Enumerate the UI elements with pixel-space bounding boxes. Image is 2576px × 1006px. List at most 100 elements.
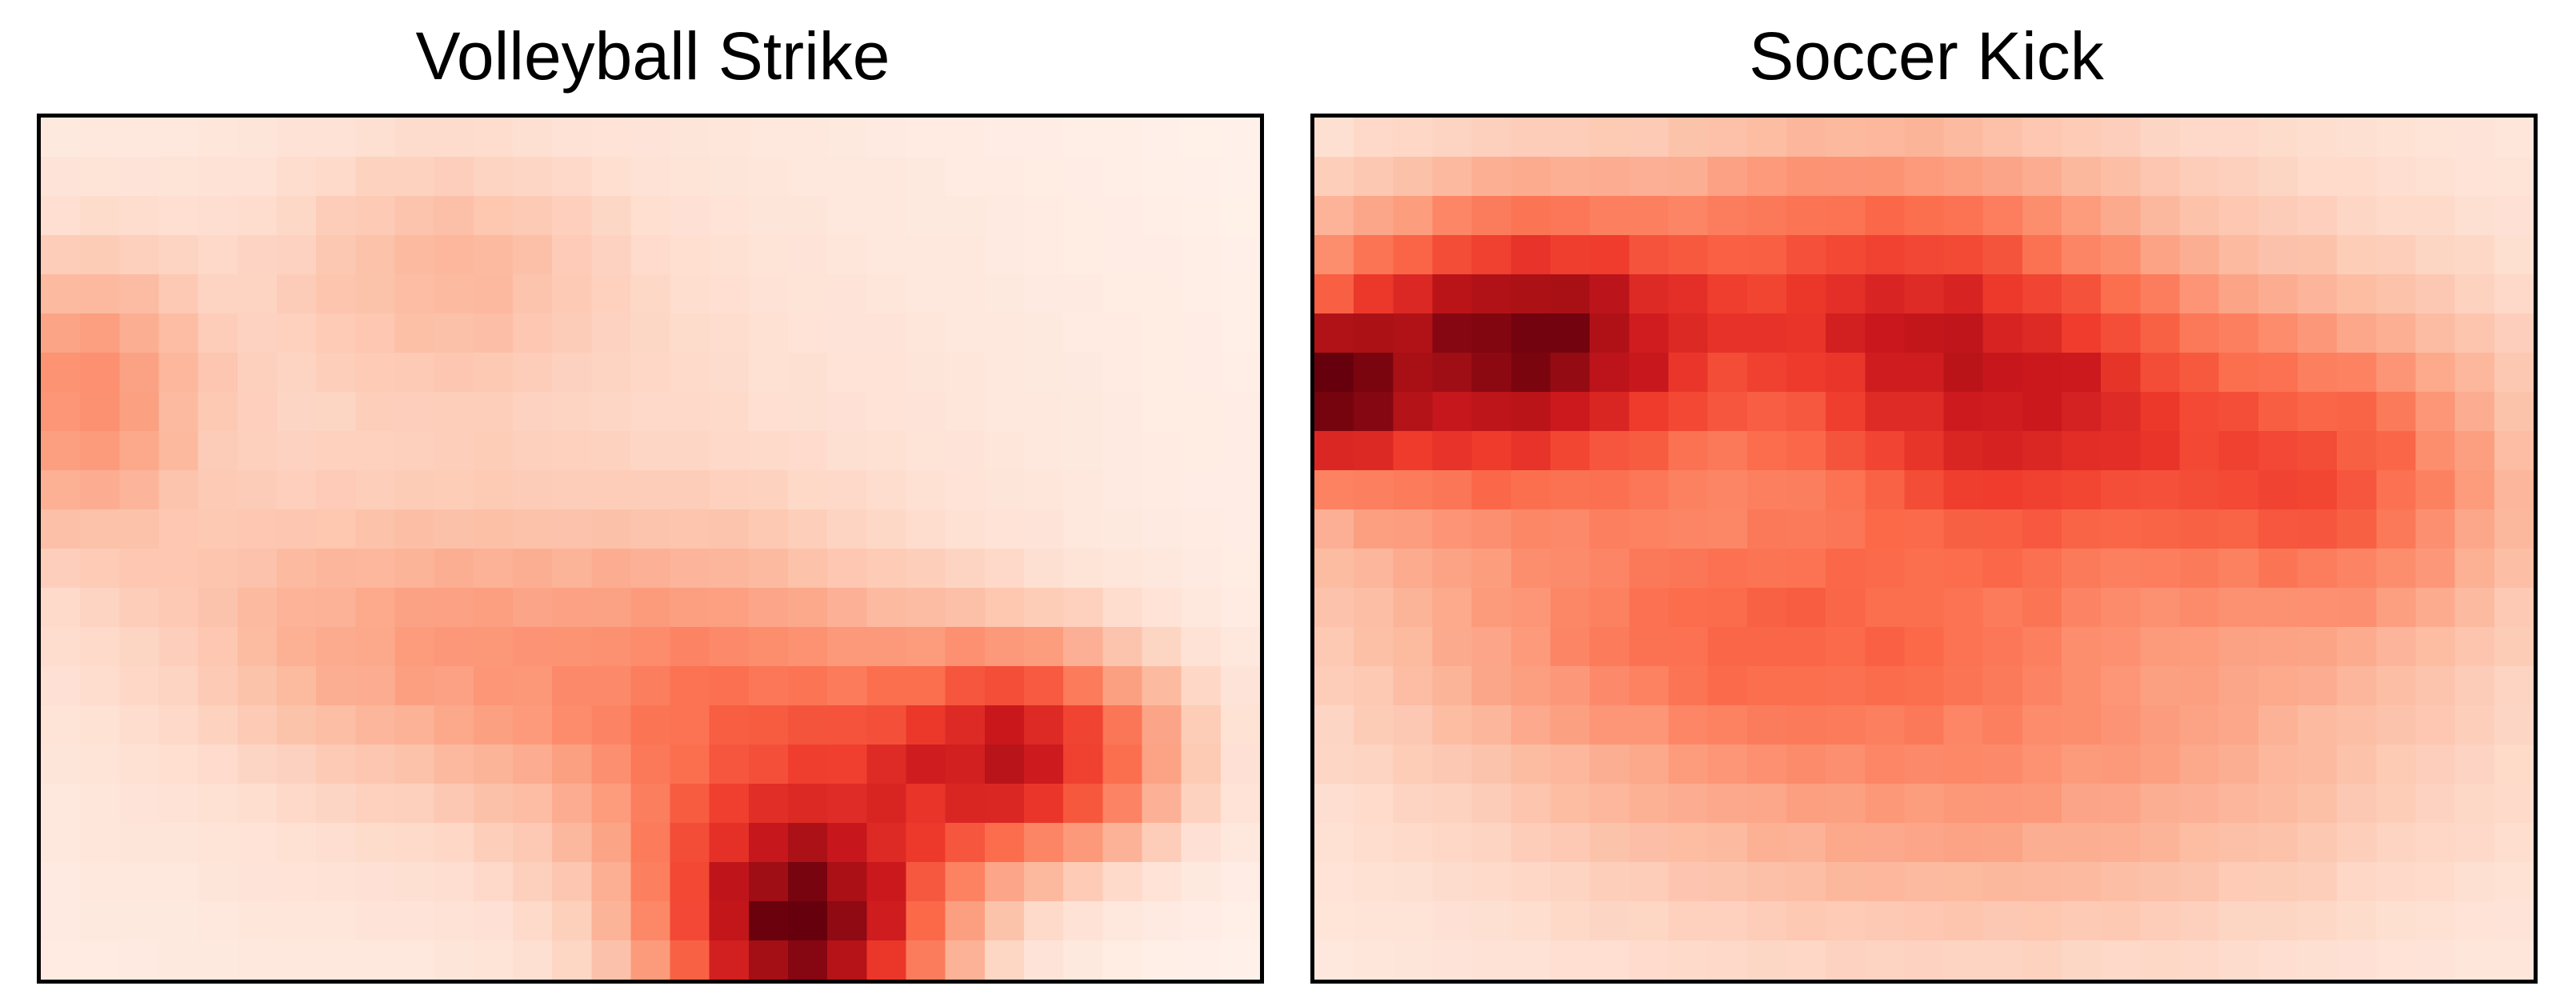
heatmap-cell (1432, 705, 1473, 745)
heatmap-cell (1181, 470, 1222, 510)
heatmap-cell (1668, 274, 1709, 314)
heatmap-cell (119, 784, 160, 824)
heatmap-cell (394, 235, 435, 275)
heatmap-cell (119, 118, 160, 158)
heatmap-cell (158, 274, 199, 314)
heatmap-cell (1550, 940, 1590, 980)
heatmap-cell (1102, 940, 1143, 980)
heatmap-cell (1142, 118, 1182, 158)
heatmap-cell (1865, 901, 1906, 941)
heatmap-cell (709, 118, 750, 158)
heatmap-cell (434, 274, 474, 314)
heatmap-cell (1746, 353, 1787, 393)
heatmap-cell (2140, 823, 2181, 863)
heatmap-cell (1024, 627, 1064, 667)
heatmap-cell (1354, 705, 1394, 745)
heatmap-cell (670, 353, 710, 393)
heatmap-cell (158, 353, 199, 393)
heatmap-cell (1943, 940, 1984, 980)
heatmap-cell (1629, 470, 1670, 510)
heatmap-cell (984, 431, 1025, 471)
heatmap-cell (198, 666, 238, 706)
heatmap-cell (552, 118, 592, 158)
heatmap-cell (1063, 353, 1103, 393)
heatmap-cell (2415, 901, 2456, 941)
heatmap-cell (552, 627, 592, 667)
heatmap-cell (2337, 274, 2377, 314)
heatmap-cell (198, 313, 238, 353)
heatmap-cell (1550, 118, 1590, 158)
heatmap-cell (1590, 666, 1630, 706)
heatmap-cell (2415, 431, 2456, 471)
heatmap-cell (827, 196, 867, 236)
heatmap-cell (827, 862, 867, 902)
heatmap-cell (2179, 549, 2220, 589)
heatmap-cell (237, 588, 278, 628)
heatmap-cell (1314, 509, 1354, 549)
heatmap-cell (1181, 509, 1222, 549)
heatmap-cell (1668, 509, 1709, 549)
heatmap-cell (866, 901, 907, 941)
heatmap-cell (355, 313, 396, 353)
heatmap-cell (316, 509, 356, 549)
heatmap-cell (80, 745, 120, 784)
heatmap-cell (1904, 666, 1945, 706)
heatmap-cell (1024, 235, 1064, 275)
heatmap-cell (1220, 235, 1260, 275)
heatmap-cell (2218, 392, 2259, 432)
heatmap-cell (1181, 588, 1222, 628)
heatmap-cell (1550, 392, 1590, 432)
heatmap-cell (394, 745, 435, 784)
heatmap-cell (41, 666, 81, 706)
heatmap-cell (2454, 235, 2495, 275)
heatmap-cell (1668, 313, 1709, 353)
heatmap-cell (2101, 353, 2141, 393)
heatmap-cell (2022, 353, 2062, 393)
heatmap-cell (2022, 470, 2062, 510)
heatmap-cell (1181, 627, 1222, 667)
heatmap-cell (552, 588, 592, 628)
heatmap-cell (1471, 313, 1512, 353)
heatmap-cell (158, 313, 199, 353)
heatmap-cell (2022, 196, 2062, 236)
heatmap-cell (906, 235, 946, 275)
heatmap-cell (1865, 470, 1906, 510)
heatmap-cell (1590, 627, 1630, 667)
heatmap-cell (2179, 588, 2220, 628)
heatmap-cell (748, 862, 789, 902)
heatmap-cell (80, 509, 120, 549)
heatmap-cell (1982, 470, 2023, 510)
heatmap-cell (1550, 235, 1590, 275)
heatmap-cell (316, 431, 356, 471)
heatmap-cell (2062, 431, 2102, 471)
heatmap-cell (1786, 235, 1826, 275)
heatmap-cell (1471, 196, 1512, 236)
heatmap-cell (1943, 745, 1984, 784)
heatmap-cell (2101, 745, 2141, 784)
heatmap-cell (827, 627, 867, 667)
heatmap-cell (41, 196, 81, 236)
heatmap-cell (945, 509, 986, 549)
heatmap-cell (591, 745, 632, 784)
heatmap-cell (2140, 196, 2181, 236)
heatmap-cell (1314, 862, 1354, 902)
heatmap-cell (316, 157, 356, 197)
heatmap-cell (2022, 705, 2062, 745)
heatmap-cell (552, 823, 592, 863)
heatmap-cell (827, 509, 867, 549)
heatmap-cell (670, 509, 710, 549)
heatmap-cell (1314, 823, 1354, 863)
heatmap-cell (41, 353, 81, 393)
heatmap-cell (709, 274, 750, 314)
heatmap-cell (237, 509, 278, 549)
heatmap-cell (1746, 274, 1787, 314)
heatmap-cell (906, 196, 946, 236)
heatmap-cell (2022, 666, 2062, 706)
heatmap-cell (748, 745, 789, 784)
heatmap-cell (1024, 940, 1064, 980)
heatmap-cell (434, 588, 474, 628)
heatmap-cell (237, 235, 278, 275)
heatmap-cell (2022, 118, 2062, 158)
heatmap-cell (119, 431, 160, 471)
heatmap-cell (1550, 157, 1590, 197)
